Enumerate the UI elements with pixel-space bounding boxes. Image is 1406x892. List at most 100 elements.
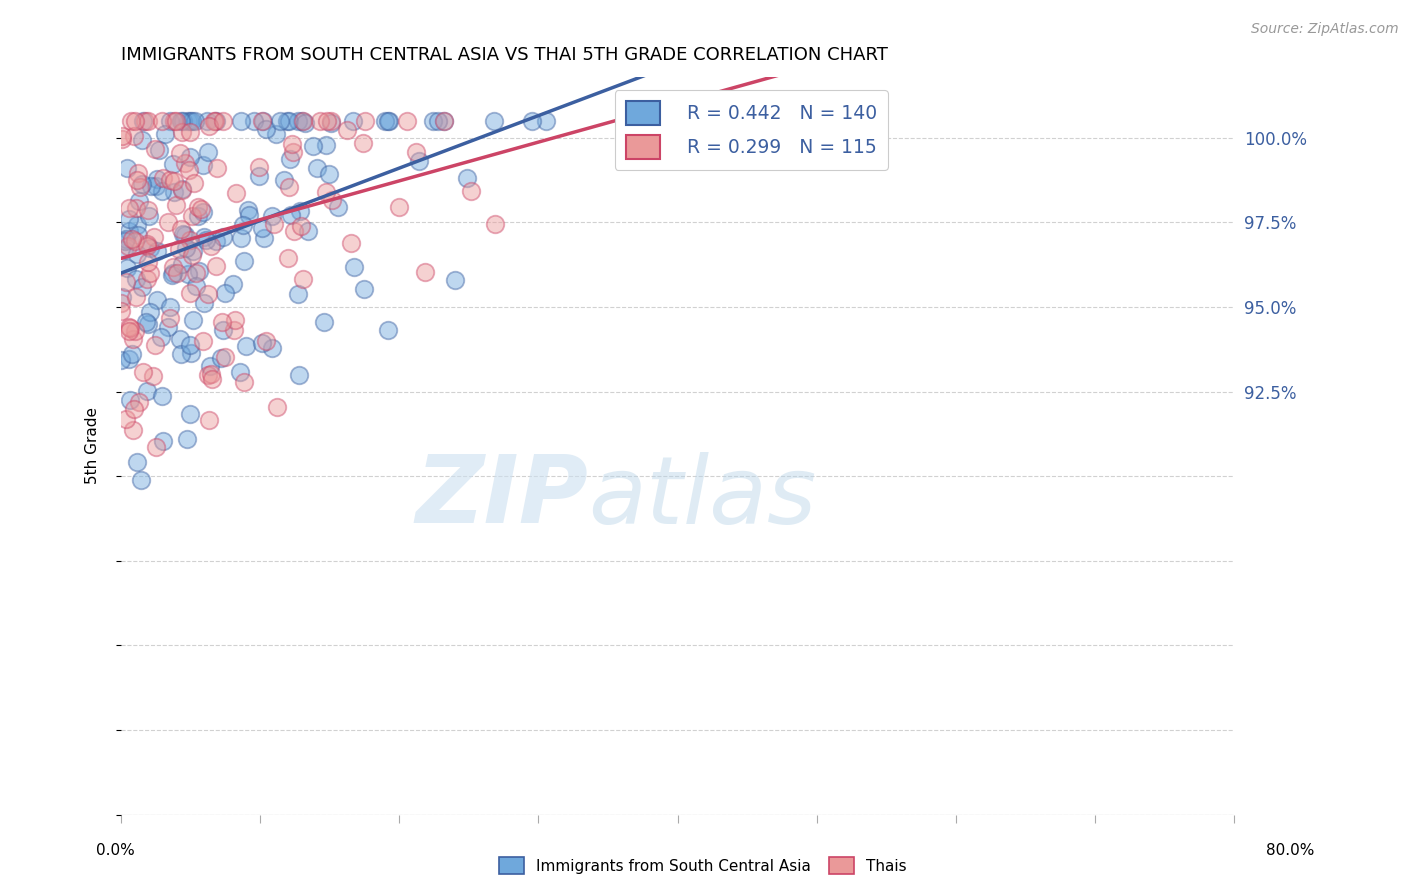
Point (200, 239, 222, 253)
Point (170, 256, 193, 270)
Point (200, 367, 222, 381)
Point (242, 114, 264, 128)
Point (136, 317, 159, 331)
Point (149, 330, 172, 344)
Point (128, 194, 150, 208)
Point (125, 290, 148, 304)
Point (150, 389, 173, 403)
Point (148, 143, 170, 157)
Point (136, 239, 159, 253)
Point (139, 241, 162, 255)
Point (162, 267, 184, 281)
Point (114, 235, 136, 249)
Point (145, 179, 167, 194)
Point (264, 127, 287, 141)
Point (183, 313, 205, 327)
Point (124, 324, 146, 338)
Text: IMMIGRANTS FROM SOUTH CENTRAL ASIA VS THAI 5TH GRADE CORRELATION CHART: IMMIGRANTS FROM SOUTH CENTRAL ASIA VS TH… (121, 46, 889, 64)
Point (202, 114, 225, 128)
Point (159, 300, 181, 314)
Point (139, 266, 162, 280)
Point (157, 215, 180, 229)
Point (162, 260, 184, 274)
Point (252, 335, 274, 350)
Point (277, 114, 299, 128)
Point (152, 114, 174, 128)
Text: 80.0%: 80.0% (1267, 843, 1315, 858)
Point (146, 172, 169, 186)
Point (260, 209, 283, 223)
Point (153, 127, 176, 141)
Point (301, 139, 323, 153)
Point (460, 184, 482, 198)
Point (138, 209, 160, 223)
Point (181, 244, 204, 259)
Point (174, 155, 197, 169)
Point (152, 171, 174, 186)
Point (433, 114, 456, 128)
Point (280, 208, 302, 222)
Point (111, 128, 134, 143)
Point (204, 234, 226, 248)
Point (353, 114, 375, 128)
Point (131, 177, 153, 191)
Point (250, 220, 273, 235)
Point (174, 242, 197, 256)
Point (482, 114, 505, 128)
Point (172, 114, 194, 128)
Point (117, 260, 139, 275)
Point (179, 338, 201, 352)
Point (263, 217, 285, 231)
Point (125, 271, 148, 285)
Point (211, 114, 233, 128)
Point (111, 131, 134, 145)
Point (377, 114, 399, 128)
Point (197, 145, 219, 160)
Point (260, 341, 283, 355)
Point (127, 228, 149, 243)
Point (254, 334, 277, 348)
Point (172, 227, 194, 242)
Point (136, 114, 159, 128)
Point (184, 114, 207, 128)
Point (229, 231, 252, 245)
Point (413, 265, 436, 279)
Point (170, 126, 193, 140)
Text: 0.0%: 0.0% (96, 843, 135, 858)
Point (176, 432, 198, 446)
Point (315, 186, 337, 200)
Point (114, 232, 136, 246)
Point (186, 279, 208, 293)
Point (121, 332, 143, 346)
Point (156, 319, 179, 334)
Point (232, 218, 254, 232)
Point (254, 121, 277, 136)
Point (269, 114, 291, 128)
Point (193, 229, 215, 244)
Point (290, 219, 312, 233)
Point (184, 266, 207, 280)
Point (522, 114, 544, 128)
Point (112, 243, 135, 257)
Point (252, 114, 274, 128)
Point (266, 401, 288, 415)
Point (170, 221, 193, 235)
Point (163, 185, 186, 199)
Point (287, 114, 309, 128)
Point (278, 152, 301, 166)
Point (291, 114, 314, 128)
Point (212, 229, 235, 244)
Point (281, 136, 304, 151)
Point (177, 268, 200, 282)
Point (169, 146, 191, 161)
Point (179, 125, 201, 139)
Point (135, 384, 157, 399)
Point (193, 295, 215, 310)
Point (283, 224, 305, 238)
Point (163, 114, 186, 128)
Point (152, 434, 174, 448)
Point (194, 233, 217, 247)
Point (183, 177, 205, 191)
Point (134, 114, 156, 128)
Point (238, 208, 260, 222)
